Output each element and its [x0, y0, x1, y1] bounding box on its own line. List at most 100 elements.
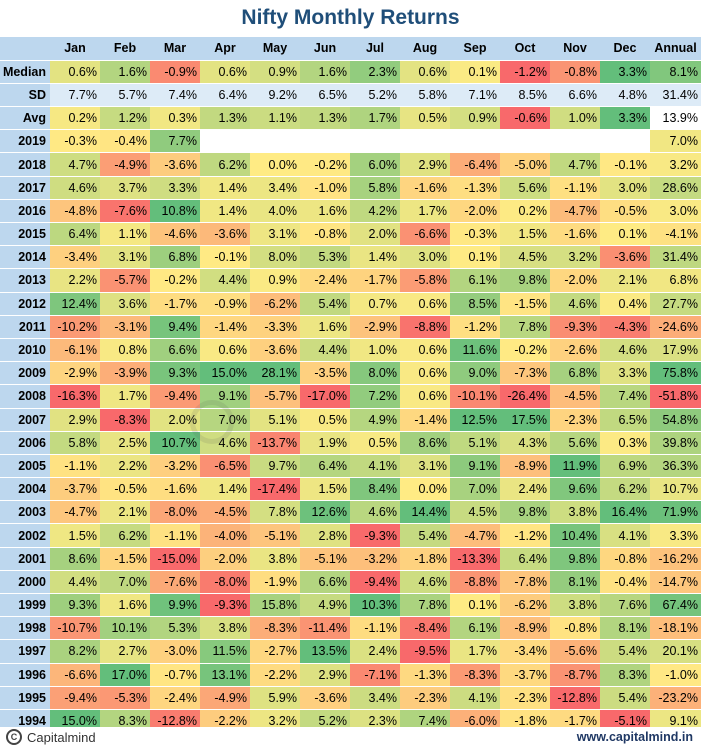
return-cell-oct: -5.0% [500, 152, 550, 177]
return-cell-aug: 0.6% [400, 361, 450, 386]
return-cell-jun: 4.9% [300, 593, 350, 618]
return-cell-may: -2.2% [250, 663, 300, 687]
row-label: 2003 [0, 500, 50, 525]
return-cell-aug: 0.6% [400, 338, 450, 363]
return-cell-annual: 3.2% [650, 152, 701, 177]
return-cell-oct: -2.3% [500, 686, 550, 710]
row-label: 1997 [0, 639, 50, 664]
return-cell-dec: 4.1% [600, 523, 650, 548]
year-row-2003: 2003 -4.7% 2.1% -8.0% -4.5% 7.8% 12.6% 4.6% 14.4… [0, 500, 701, 525]
return-cell-mar: -7.6% [150, 570, 200, 595]
return-cell-feb: 1.2% [100, 106, 150, 131]
return-cell-mar: -0.9% [150, 60, 200, 84]
row-label: 1999 [0, 593, 50, 618]
return-cell-apr: 9.1% [200, 384, 250, 409]
return-cell-apr: 11.5% [200, 639, 250, 664]
return-cell-feb: -0.5% [100, 477, 150, 502]
return-cell-feb: 1.6% [100, 60, 150, 84]
return-cell-annual: 31.4% [650, 245, 701, 270]
return-cell-mar: -8.0% [150, 500, 200, 525]
return-cell-feb: -4.9% [100, 152, 150, 177]
return-cell-dec: -5.1% [600, 709, 650, 734]
return-cell-jun: -3.5% [300, 361, 350, 386]
return-cell-annual: -14.7% [650, 570, 701, 595]
return-cell-dec [600, 129, 650, 154]
return-cell-may: 5.1% [250, 408, 300, 432]
return-cell-feb: 7.0% [100, 570, 150, 595]
return-cell-dec: 3.3% [600, 361, 650, 386]
return-cell-feb: 3.7% [100, 176, 150, 200]
return-cell-sep: 6.1% [450, 268, 500, 293]
return-cell-may: 3.4% [250, 176, 300, 200]
return-cell-jan: 4.4% [50, 570, 100, 595]
return-cell-jul: 8.0% [350, 361, 400, 386]
return-cell-nov: 6.6% [550, 83, 600, 108]
return-cell-sep: -10.1% [450, 384, 500, 409]
year-row-2013: 2013 2.2% -5.7% -0.2% 4.4% 0.9% -2.4% -1.7% -5.8… [0, 268, 701, 293]
return-cell-feb: 1.1% [100, 222, 150, 247]
return-cell-aug: 14.4% [400, 500, 450, 525]
return-cell-apr: 0.6% [200, 60, 250, 84]
return-cell-jan: 6.4% [50, 222, 100, 247]
return-cell-jul: 10.3% [350, 593, 400, 618]
return-cell-jul: 5.8% [350, 176, 400, 200]
return-cell-may: -5.7% [250, 384, 300, 409]
return-cell-apr: -0.9% [200, 292, 250, 316]
return-cell-annual: -24.6% [650, 315, 701, 339]
return-cell-aug: -1.8% [400, 547, 450, 571]
return-cell-aug: 0.0% [400, 477, 450, 502]
returns-table-container: Jan Feb Mar Apr May Jun Jul Aug Sep Oct Nov Dec Annu… [0, 37, 701, 734]
return-cell-jul: -3.2% [350, 547, 400, 571]
return-cell-apr: -8.0% [200, 570, 250, 595]
return-cell-mar: -4.6% [150, 222, 200, 247]
row-label: 1995 [0, 686, 50, 710]
website-link[interactable]: www.capitalmind.in [576, 730, 693, 744]
return-cell-oct: -0.6% [500, 106, 550, 131]
return-cell-jun: -2.4% [300, 268, 350, 293]
return-cell-apr: 1.4% [200, 477, 250, 502]
return-cell-aug: 2.9% [400, 152, 450, 177]
return-cell-apr: 7.0% [200, 408, 250, 432]
year-row-2015: 2015 6.4% 1.1% -4.6% -3.6% 3.1% -0.8% 2.0% -6.6%… [0, 222, 701, 247]
return-cell-jun: -0.8% [300, 222, 350, 247]
return-cell-feb: 1.6% [100, 593, 150, 618]
return-cell-jan: -4.7% [50, 500, 100, 525]
return-cell-jan: -6.1% [50, 338, 100, 363]
return-cell-jan: 4.6% [50, 176, 100, 200]
return-cell-dec: -0.8% [600, 547, 650, 571]
return-cell-apr: 4.4% [200, 268, 250, 293]
return-cell-aug: -5.8% [400, 268, 450, 293]
return-cell-jan: 1.5% [50, 523, 100, 548]
row-label: 1996 [0, 663, 50, 687]
return-cell-jul: -1.7% [350, 268, 400, 293]
return-cell-nov: 9.8% [550, 547, 600, 571]
row-label: 2014 [0, 245, 50, 270]
return-cell-jul: -7.1% [350, 663, 400, 687]
return-cell-sep: 0.1% [450, 245, 500, 270]
return-cell-jul [350, 129, 400, 154]
return-cell-mar: 3.3% [150, 176, 200, 200]
return-cell-may: 1.1% [250, 106, 300, 131]
return-cell-apr: -4.0% [200, 523, 250, 548]
return-cell-may: -6.2% [250, 292, 300, 316]
return-cell-oct: -8.9% [500, 454, 550, 479]
return-cell-feb: 2.1% [100, 500, 150, 525]
year-row-2006: 2006 5.8% 2.5% 10.7% 4.6% -13.7% 1.9% 0.5% 8.6% 5… [0, 431, 701, 455]
return-cell-sep: 1.7% [450, 639, 500, 664]
return-cell-aug: 0.6% [400, 292, 450, 316]
return-cell-apr: -4.5% [200, 500, 250, 525]
return-cell-feb: 3.1% [100, 245, 150, 270]
return-cell-jun: 1.9% [300, 431, 350, 455]
return-cell-jun: 5.3% [300, 245, 350, 270]
return-cell-sep: -0.3% [450, 222, 500, 247]
row-label: 2008 [0, 384, 50, 409]
return-cell-nov: -2.6% [550, 338, 600, 363]
return-cell-mar: 7.7% [150, 129, 200, 154]
return-cell-annual: 71.9% [650, 500, 701, 525]
return-cell-annual: -16.2% [650, 547, 701, 571]
return-cell-jan: 0.2% [50, 106, 100, 131]
return-cell-jul: -9.4% [350, 570, 400, 595]
return-cell-sep [450, 129, 500, 154]
return-cell-dec: 4.6% [600, 338, 650, 363]
year-row-2012: 2012 12.4% 3.6% -1.7% -0.9% -6.2% 5.4% 0.7% 0.6%… [0, 292, 701, 316]
